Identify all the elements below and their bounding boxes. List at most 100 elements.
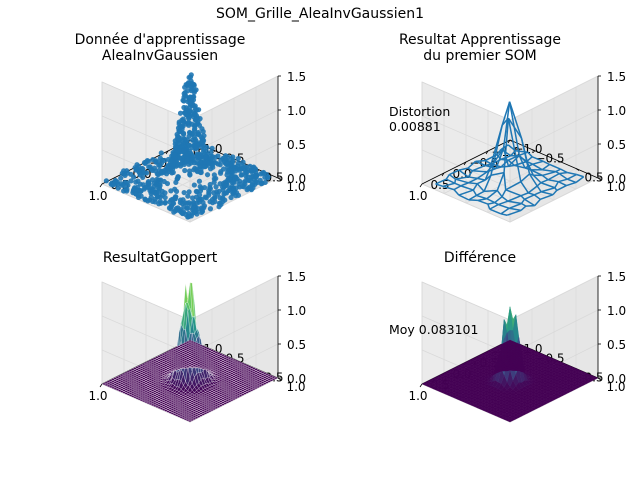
data-point xyxy=(197,116,203,122)
data-point xyxy=(162,199,168,206)
wire-segment xyxy=(458,169,469,178)
wire-segment xyxy=(505,181,522,191)
wire-segment xyxy=(476,171,488,180)
data-point xyxy=(186,213,192,219)
data-point xyxy=(156,189,162,195)
wire-segment xyxy=(567,178,577,184)
data-point xyxy=(182,167,188,174)
wire-segment xyxy=(552,189,558,196)
wire-segment xyxy=(475,160,486,167)
data-point xyxy=(162,194,168,201)
figure-suptitle: SOM_Grille_AleaInvGaussien1 xyxy=(216,6,424,22)
z-tick-label: 0.5 xyxy=(607,138,626,152)
wire-segment xyxy=(435,178,447,185)
wire-segment xyxy=(486,198,496,204)
data-point xyxy=(199,140,205,147)
data-point xyxy=(213,184,219,190)
wire-segment xyxy=(498,203,510,209)
gridline xyxy=(101,81,191,121)
data-point xyxy=(173,188,180,195)
data-point xyxy=(170,169,176,176)
data-point xyxy=(184,88,191,94)
wire-segment xyxy=(506,209,522,216)
wire-segment xyxy=(558,173,568,180)
data-point xyxy=(244,187,250,193)
gridline xyxy=(101,281,191,321)
wire-segment xyxy=(496,172,505,191)
wire-segment xyxy=(532,163,543,171)
z-tick-label: 1.5 xyxy=(287,270,306,284)
chart-3d-surface: −1.0−0.50.00.51.0−1.0−0.50.51.00.00.51.0… xyxy=(88,270,306,423)
data-point xyxy=(192,165,198,171)
data-point xyxy=(154,171,160,177)
data-point xyxy=(239,172,245,178)
data-point xyxy=(185,205,191,211)
data-point xyxy=(217,170,224,176)
distortion-annotation: Distortion 0.00881 xyxy=(389,104,450,134)
wire-segment xyxy=(514,164,526,169)
data-point xyxy=(133,179,139,185)
data-point xyxy=(248,187,255,193)
wire-segment xyxy=(503,118,510,173)
wire-segment xyxy=(542,170,557,177)
data-point xyxy=(181,130,187,136)
wire-segment xyxy=(500,213,508,216)
x-tick-label: 1.0 xyxy=(408,389,427,403)
y-tick xyxy=(531,149,536,152)
panel-difference: Différence −1.0−0.50.00.51.0−1.0−0.50.51… xyxy=(320,240,640,480)
data-point xyxy=(183,111,189,118)
panel-title-line1: ResultatGoppert xyxy=(102,250,218,266)
wire-segment xyxy=(442,185,455,191)
surface-cell xyxy=(187,339,193,343)
data-point xyxy=(145,198,151,204)
wire-segment xyxy=(467,167,473,172)
z-tick-label: 1.0 xyxy=(607,304,626,318)
x-tick xyxy=(441,172,445,177)
data-point xyxy=(262,174,268,180)
wire-segment xyxy=(472,189,478,196)
data-point xyxy=(192,117,199,123)
wire-segment xyxy=(458,167,469,171)
wire-segment xyxy=(509,207,522,212)
wire-segment xyxy=(435,183,444,188)
wire-segment xyxy=(541,163,551,171)
data-point xyxy=(142,170,148,176)
gridline xyxy=(101,183,191,223)
wire-segment xyxy=(534,191,542,196)
chart-3d-surface-difference: −1.0−0.50.00.51.0−1.0−0.50.51.00.00.51.0… xyxy=(408,270,626,423)
distortion-label: Distortion xyxy=(389,104,451,119)
wire-segment xyxy=(477,177,486,181)
data-point xyxy=(137,188,144,195)
data-point xyxy=(189,80,195,87)
wire-segment xyxy=(498,200,509,206)
wire-segment xyxy=(467,160,477,169)
wire-segment xyxy=(490,125,503,176)
data-point xyxy=(250,168,257,174)
wire-segment xyxy=(490,171,505,177)
data-point xyxy=(235,192,242,198)
wire-segment xyxy=(484,189,498,193)
data-point xyxy=(174,175,181,182)
data-point xyxy=(119,182,126,188)
data-point xyxy=(125,182,131,188)
wire-segment xyxy=(487,203,491,210)
wire-segment xyxy=(507,195,522,202)
wire-segment xyxy=(455,176,469,180)
wire-segment xyxy=(558,178,568,183)
data-point xyxy=(194,145,200,151)
gridline xyxy=(421,281,511,321)
data-point xyxy=(149,167,155,173)
wire-segment xyxy=(472,164,486,172)
wire-segment xyxy=(549,163,561,170)
z-tick-label: 0.0 xyxy=(287,372,306,386)
wire-segment xyxy=(536,185,542,193)
z-tick-label: 1.0 xyxy=(287,104,306,118)
wire-segment xyxy=(460,185,474,191)
gridline xyxy=(421,81,511,121)
wire-segment xyxy=(526,163,534,176)
wire-segment xyxy=(507,118,522,182)
gridline xyxy=(509,75,599,121)
x-tick xyxy=(419,183,423,188)
wire-segment xyxy=(532,174,542,184)
